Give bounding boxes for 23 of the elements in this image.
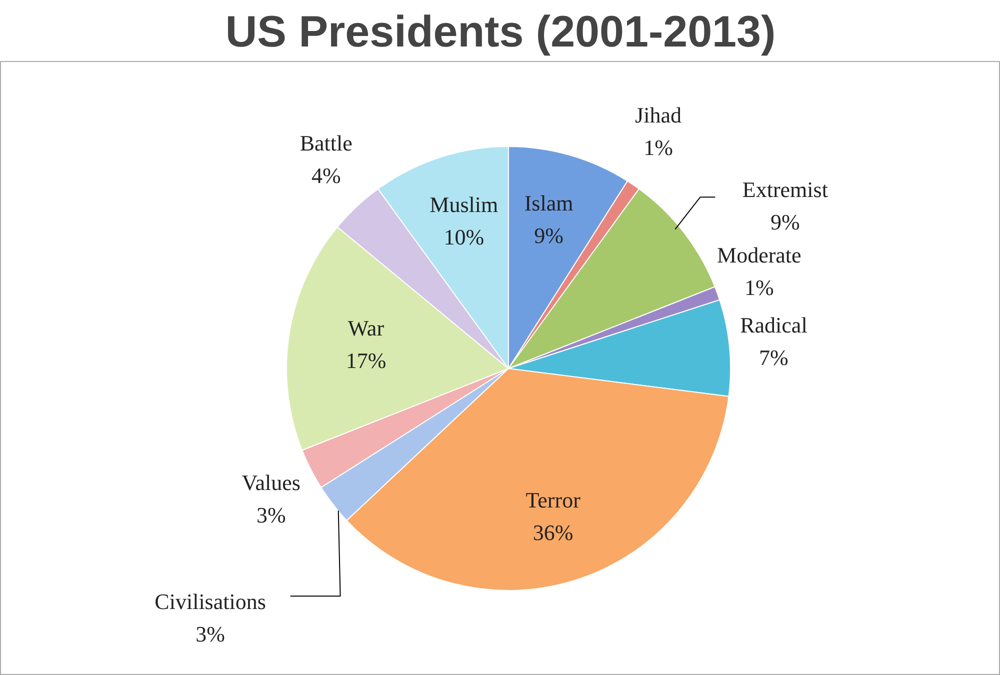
data-label: 3% xyxy=(196,621,225,646)
slice-label: Civilisations xyxy=(154,588,266,614)
slice-label: Moderate xyxy=(717,242,802,268)
data-label: 3% xyxy=(256,502,286,528)
chart-title: US Presidents (2001-2013) xyxy=(225,8,776,56)
slice-label: War xyxy=(348,315,385,340)
slice-label: Muslim xyxy=(430,192,498,217)
slice-label: Terror xyxy=(526,488,582,513)
slice-label: Values xyxy=(242,470,300,496)
data-label: 1% xyxy=(644,134,673,160)
slice-label: Battle xyxy=(300,130,352,156)
data-label: 10% xyxy=(444,224,484,250)
data-label: 9% xyxy=(534,222,564,248)
data-label: 4% xyxy=(311,163,341,188)
data-label: 17% xyxy=(346,348,386,373)
data-label: 9% xyxy=(770,210,800,235)
slice-label: Extremist xyxy=(742,177,828,202)
slice-label: Jihad xyxy=(635,102,682,128)
slice-label: Radical xyxy=(740,312,808,338)
data-label: 36% xyxy=(532,520,574,546)
slice-label: Islam xyxy=(524,190,574,216)
data-label: 7% xyxy=(759,345,788,370)
data-label: 1% xyxy=(744,275,774,300)
